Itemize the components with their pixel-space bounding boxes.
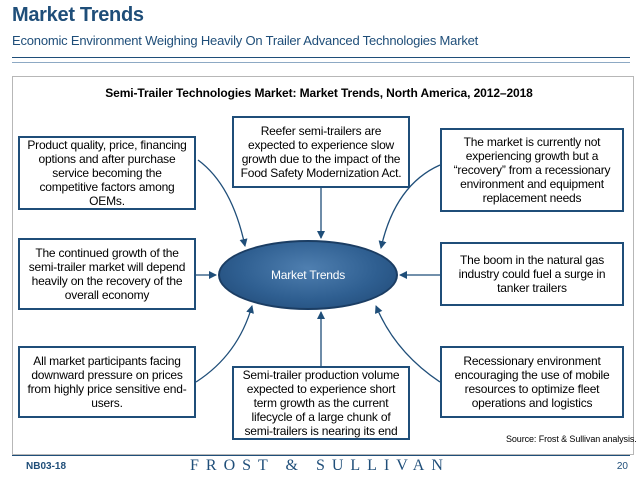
trend-box-mid-right: The boom in the natural gas industry cou…	[440, 242, 624, 306]
trend-box-bottom-left: All market participants facing downward …	[18, 346, 196, 418]
arrow-top-right	[378, 164, 441, 249]
header-divider	[12, 57, 630, 58]
footer-brand-logo: FROST & SULLIVAN	[190, 457, 450, 474]
page-title: Market Trends	[12, 4, 144, 26]
trend-box-top-center: Reefer semi-trailers are expected to exp…	[232, 116, 410, 188]
footer-divider	[12, 455, 630, 456]
arrow-bottom-left	[195, 305, 254, 383]
page-number: 20	[616, 461, 628, 472]
diagram-frame	[12, 76, 634, 455]
trend-box-bottom-right: Recessionary environment encouraging the…	[440, 346, 624, 418]
header-divider-secondary	[12, 62, 630, 63]
trend-box-top-right: The market is currently not experiencing…	[440, 128, 624, 212]
market-trends-ellipse: Market Trends	[218, 240, 398, 310]
trend-box-bottom-center: Semi-trailer production volume expected …	[232, 366, 410, 440]
page-subtitle: Economic Environment Weighing Heavily On…	[12, 33, 479, 48]
footer-code: NB03-18	[26, 461, 67, 472]
arrow-top-left	[197, 159, 248, 247]
arrow-bottom-right	[374, 305, 441, 383]
diagram-title: Semi-Trailer Technologies Market: Market…	[105, 86, 533, 100]
trend-box-top-left: Product quality, price, financing option…	[18, 136, 196, 210]
trend-box-mid-left: The continued growth of the semi-trailer…	[18, 238, 196, 310]
source-note: Source: Frost & Sullivan analysis.	[506, 434, 637, 444]
